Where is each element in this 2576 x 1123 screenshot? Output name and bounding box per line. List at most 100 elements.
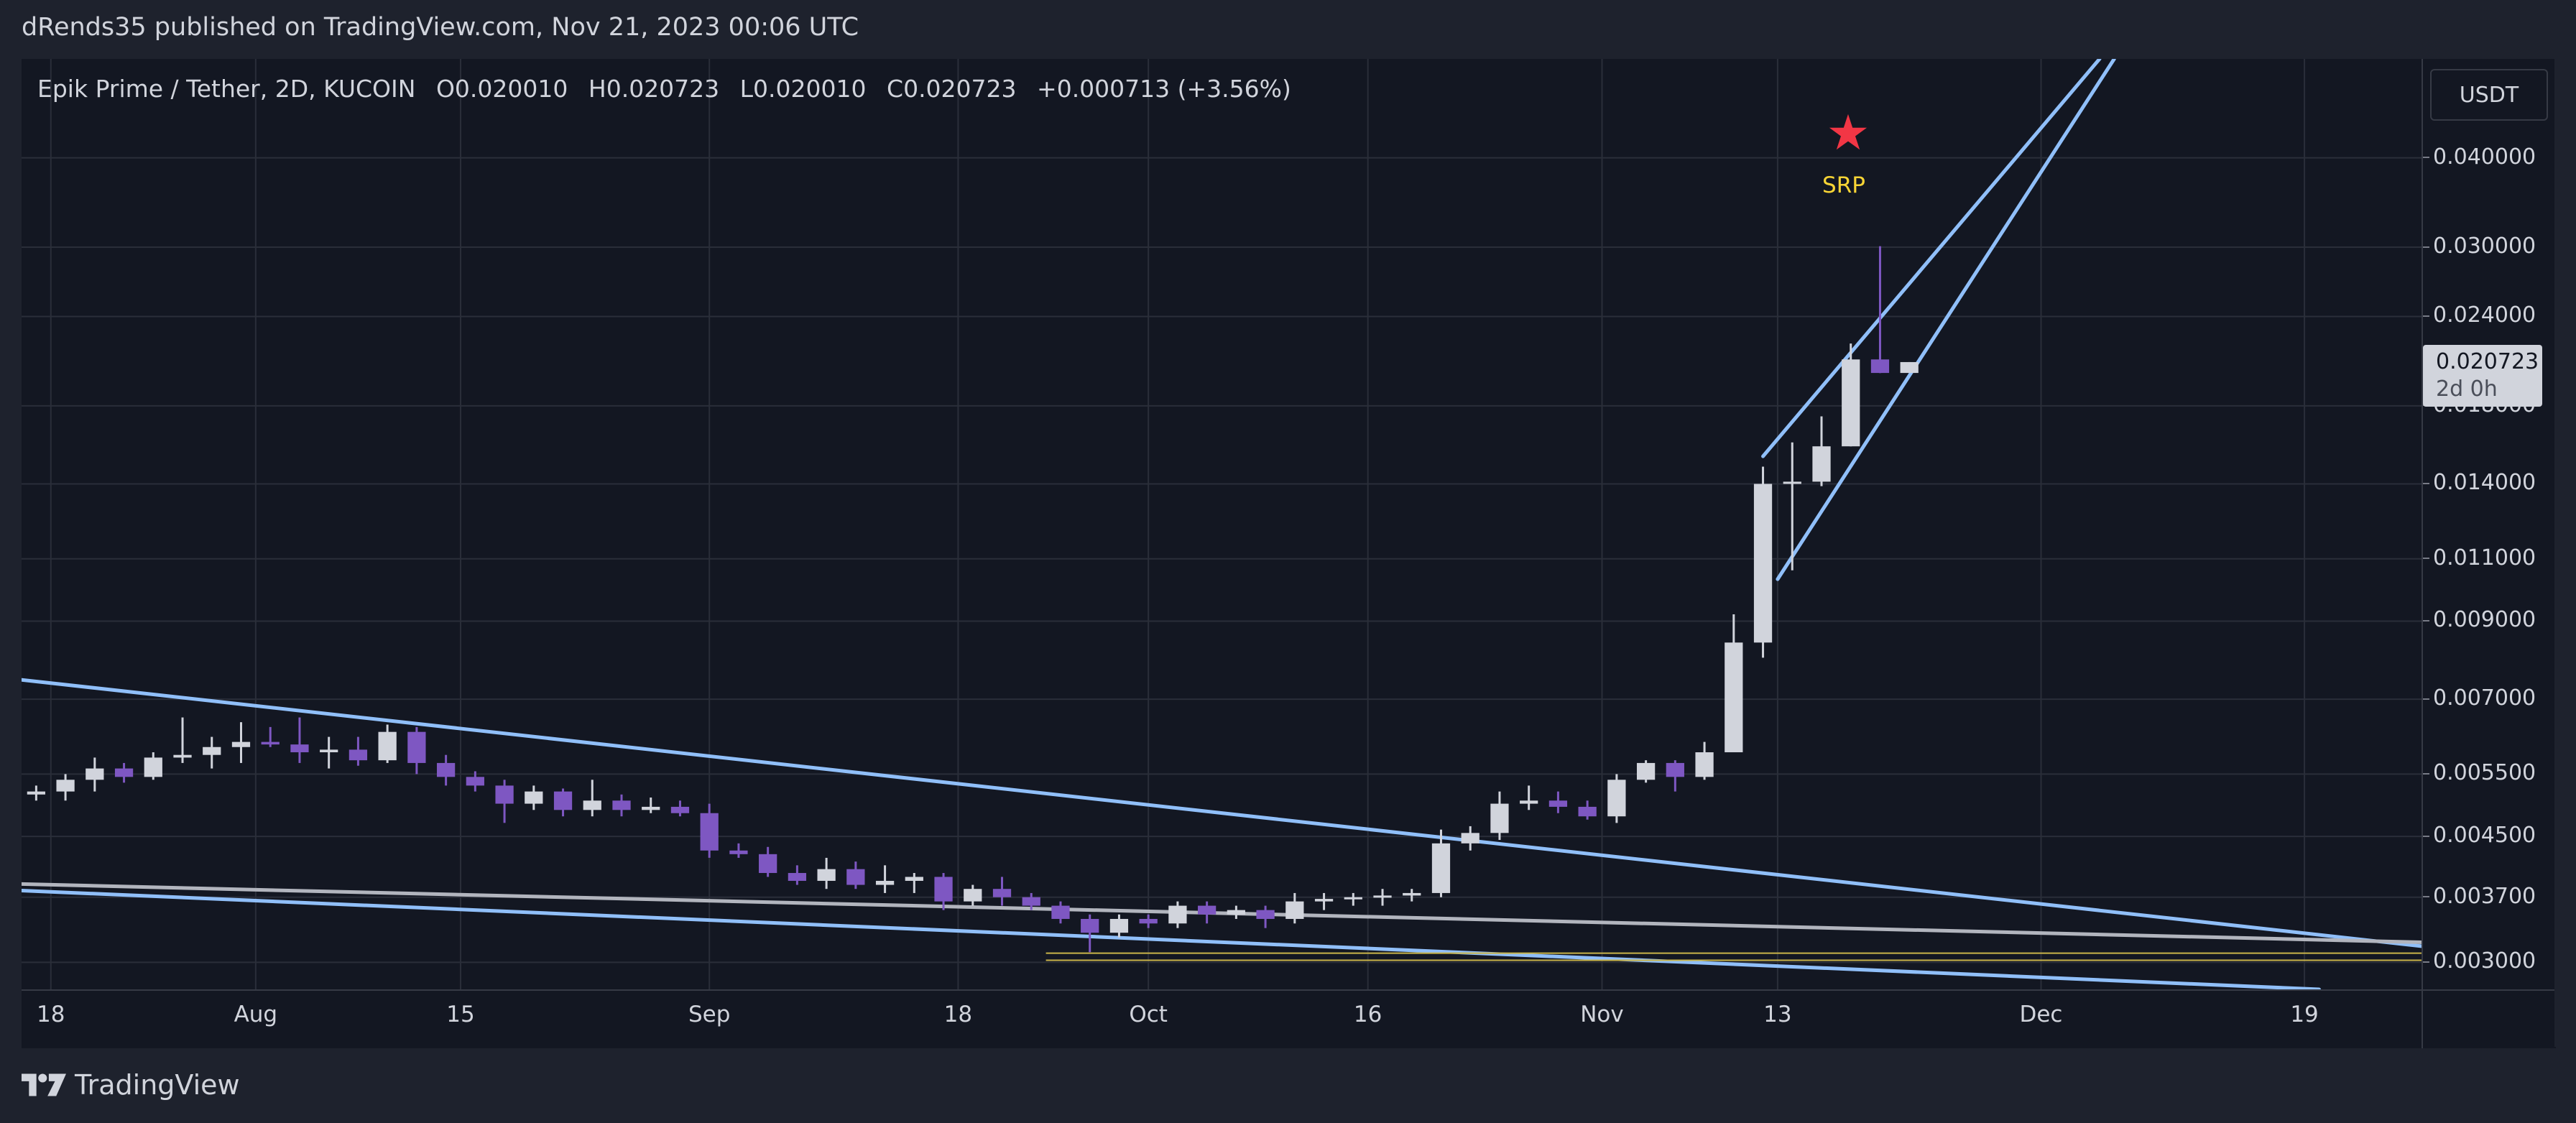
wedge-upper-trendline bbox=[1761, 59, 2102, 458]
candle bbox=[348, 736, 368, 766]
candle bbox=[1314, 892, 1334, 910]
candle-body bbox=[1051, 905, 1070, 919]
legend-high: H0.020723 bbox=[588, 75, 720, 103]
candle-body bbox=[1403, 892, 1421, 896]
price-tick-label: 0.030000 bbox=[2423, 234, 2536, 259]
legend-symbol: Epik Prime / Tether, 2D, KUCOIN bbox=[37, 75, 416, 103]
candle-body bbox=[1198, 905, 1217, 915]
horizontal-line-trendline bbox=[22, 882, 2422, 944]
candle bbox=[1490, 791, 1509, 840]
candle-body bbox=[583, 800, 601, 810]
candle-body bbox=[1578, 806, 1597, 817]
candle-body bbox=[144, 757, 162, 777]
candle bbox=[1227, 905, 1245, 919]
candle bbox=[27, 785, 45, 801]
candle bbox=[1783, 442, 1801, 570]
candle bbox=[1461, 826, 1479, 851]
candle bbox=[231, 722, 251, 763]
time-tick-label: 19 bbox=[2290, 1002, 2319, 1027]
star-icon[interactable]: ★ bbox=[1826, 105, 1870, 162]
candle bbox=[642, 798, 660, 813]
candle bbox=[788, 865, 807, 885]
candle bbox=[1373, 889, 1392, 906]
time-tick-label: Dec bbox=[2019, 1002, 2063, 1027]
candle-body bbox=[525, 791, 543, 804]
legend-low: L0.020010 bbox=[739, 75, 867, 103]
candle bbox=[583, 780, 601, 817]
candle-body bbox=[1139, 918, 1158, 924]
published-text: dRends35 published on TradingView.com, N… bbox=[22, 13, 859, 42]
candle-body bbox=[1666, 762, 1684, 777]
candle bbox=[846, 861, 865, 889]
price-tick-label: 0.005500 bbox=[2423, 760, 2536, 785]
time-tick-label: Nov bbox=[1580, 1002, 1624, 1027]
candle-body bbox=[1870, 359, 1890, 374]
candle bbox=[1168, 901, 1187, 928]
candle-body bbox=[27, 791, 45, 795]
candle-body bbox=[1256, 910, 1275, 919]
candle bbox=[466, 771, 484, 792]
candle-body bbox=[348, 749, 368, 761]
footer-brand: TradingView bbox=[75, 1069, 240, 1101]
candle bbox=[1403, 889, 1421, 902]
candle bbox=[1109, 914, 1129, 938]
candle-body bbox=[436, 762, 456, 777]
candle-body bbox=[1285, 901, 1304, 919]
candle bbox=[144, 752, 162, 780]
price-tick-label: 0.003700 bbox=[2423, 884, 2536, 909]
candle-body bbox=[700, 813, 719, 851]
candle bbox=[1051, 901, 1070, 924]
srp-annotation-label[interactable]: SRP bbox=[1822, 172, 1865, 198]
candle bbox=[173, 717, 192, 763]
candle bbox=[436, 754, 456, 786]
candle bbox=[1695, 741, 1714, 780]
candle-body bbox=[378, 731, 397, 761]
chart-area[interactable] bbox=[22, 59, 2422, 989]
candle bbox=[56, 774, 75, 801]
candle-body bbox=[905, 877, 923, 881]
currency-button[interactable]: USDT bbox=[2430, 69, 2548, 121]
price-tick-label: 0.004500 bbox=[2423, 823, 2536, 848]
candle-body bbox=[173, 754, 192, 758]
candle-body bbox=[729, 850, 748, 854]
time-axis[interactable] bbox=[22, 989, 2422, 1048]
candle bbox=[1636, 760, 1656, 783]
candle bbox=[905, 873, 923, 893]
candle-body bbox=[934, 877, 953, 902]
candle-body bbox=[1753, 484, 1773, 643]
price-tick-label: 0.003000 bbox=[2423, 948, 2536, 974]
time-tick-label: Aug bbox=[234, 1002, 278, 1027]
candle-body bbox=[495, 785, 514, 804]
candle-body bbox=[642, 806, 660, 810]
candle-body bbox=[1548, 800, 1568, 807]
candle-body bbox=[1344, 897, 1362, 900]
tradingview-logo-icon bbox=[22, 1073, 66, 1096]
candle-body bbox=[1314, 899, 1334, 902]
last-price-tag: 0.020723 2d 0h bbox=[2423, 345, 2542, 407]
chart-legend: Epik Prime / Tether, 2D, KUCOIN O0.02001… bbox=[37, 75, 1297, 103]
candle-body bbox=[203, 747, 221, 755]
candle bbox=[1344, 892, 1362, 906]
candle bbox=[1870, 246, 1890, 374]
legend-change: +0.000713 (+3.56%) bbox=[1037, 75, 1291, 103]
candle bbox=[700, 803, 719, 858]
candle-body bbox=[553, 791, 573, 810]
price-tick-label: 0.014000 bbox=[2423, 470, 2536, 495]
candle-body bbox=[759, 854, 777, 874]
price-tick-label: 0.040000 bbox=[2423, 144, 2536, 170]
legend-close: C0.020723 bbox=[887, 75, 1017, 103]
chart-svg[interactable] bbox=[22, 59, 2422, 989]
candle-body bbox=[290, 744, 309, 753]
candle-body bbox=[670, 806, 690, 813]
axis-corner bbox=[2422, 989, 2556, 1048]
right-strip bbox=[2554, 59, 2576, 1047]
candle bbox=[1139, 914, 1158, 928]
header-bar: dRends35 published on TradingView.com, N… bbox=[0, 0, 2576, 59]
candle-body bbox=[407, 731, 426, 763]
price-scale[interactable] bbox=[2422, 59, 2556, 989]
time-tick-label: 13 bbox=[1763, 1002, 1792, 1027]
price-tick-label: 0.009000 bbox=[2423, 607, 2536, 632]
candle-body bbox=[86, 768, 104, 780]
candle-body bbox=[231, 741, 251, 747]
candle bbox=[1285, 892, 1304, 924]
